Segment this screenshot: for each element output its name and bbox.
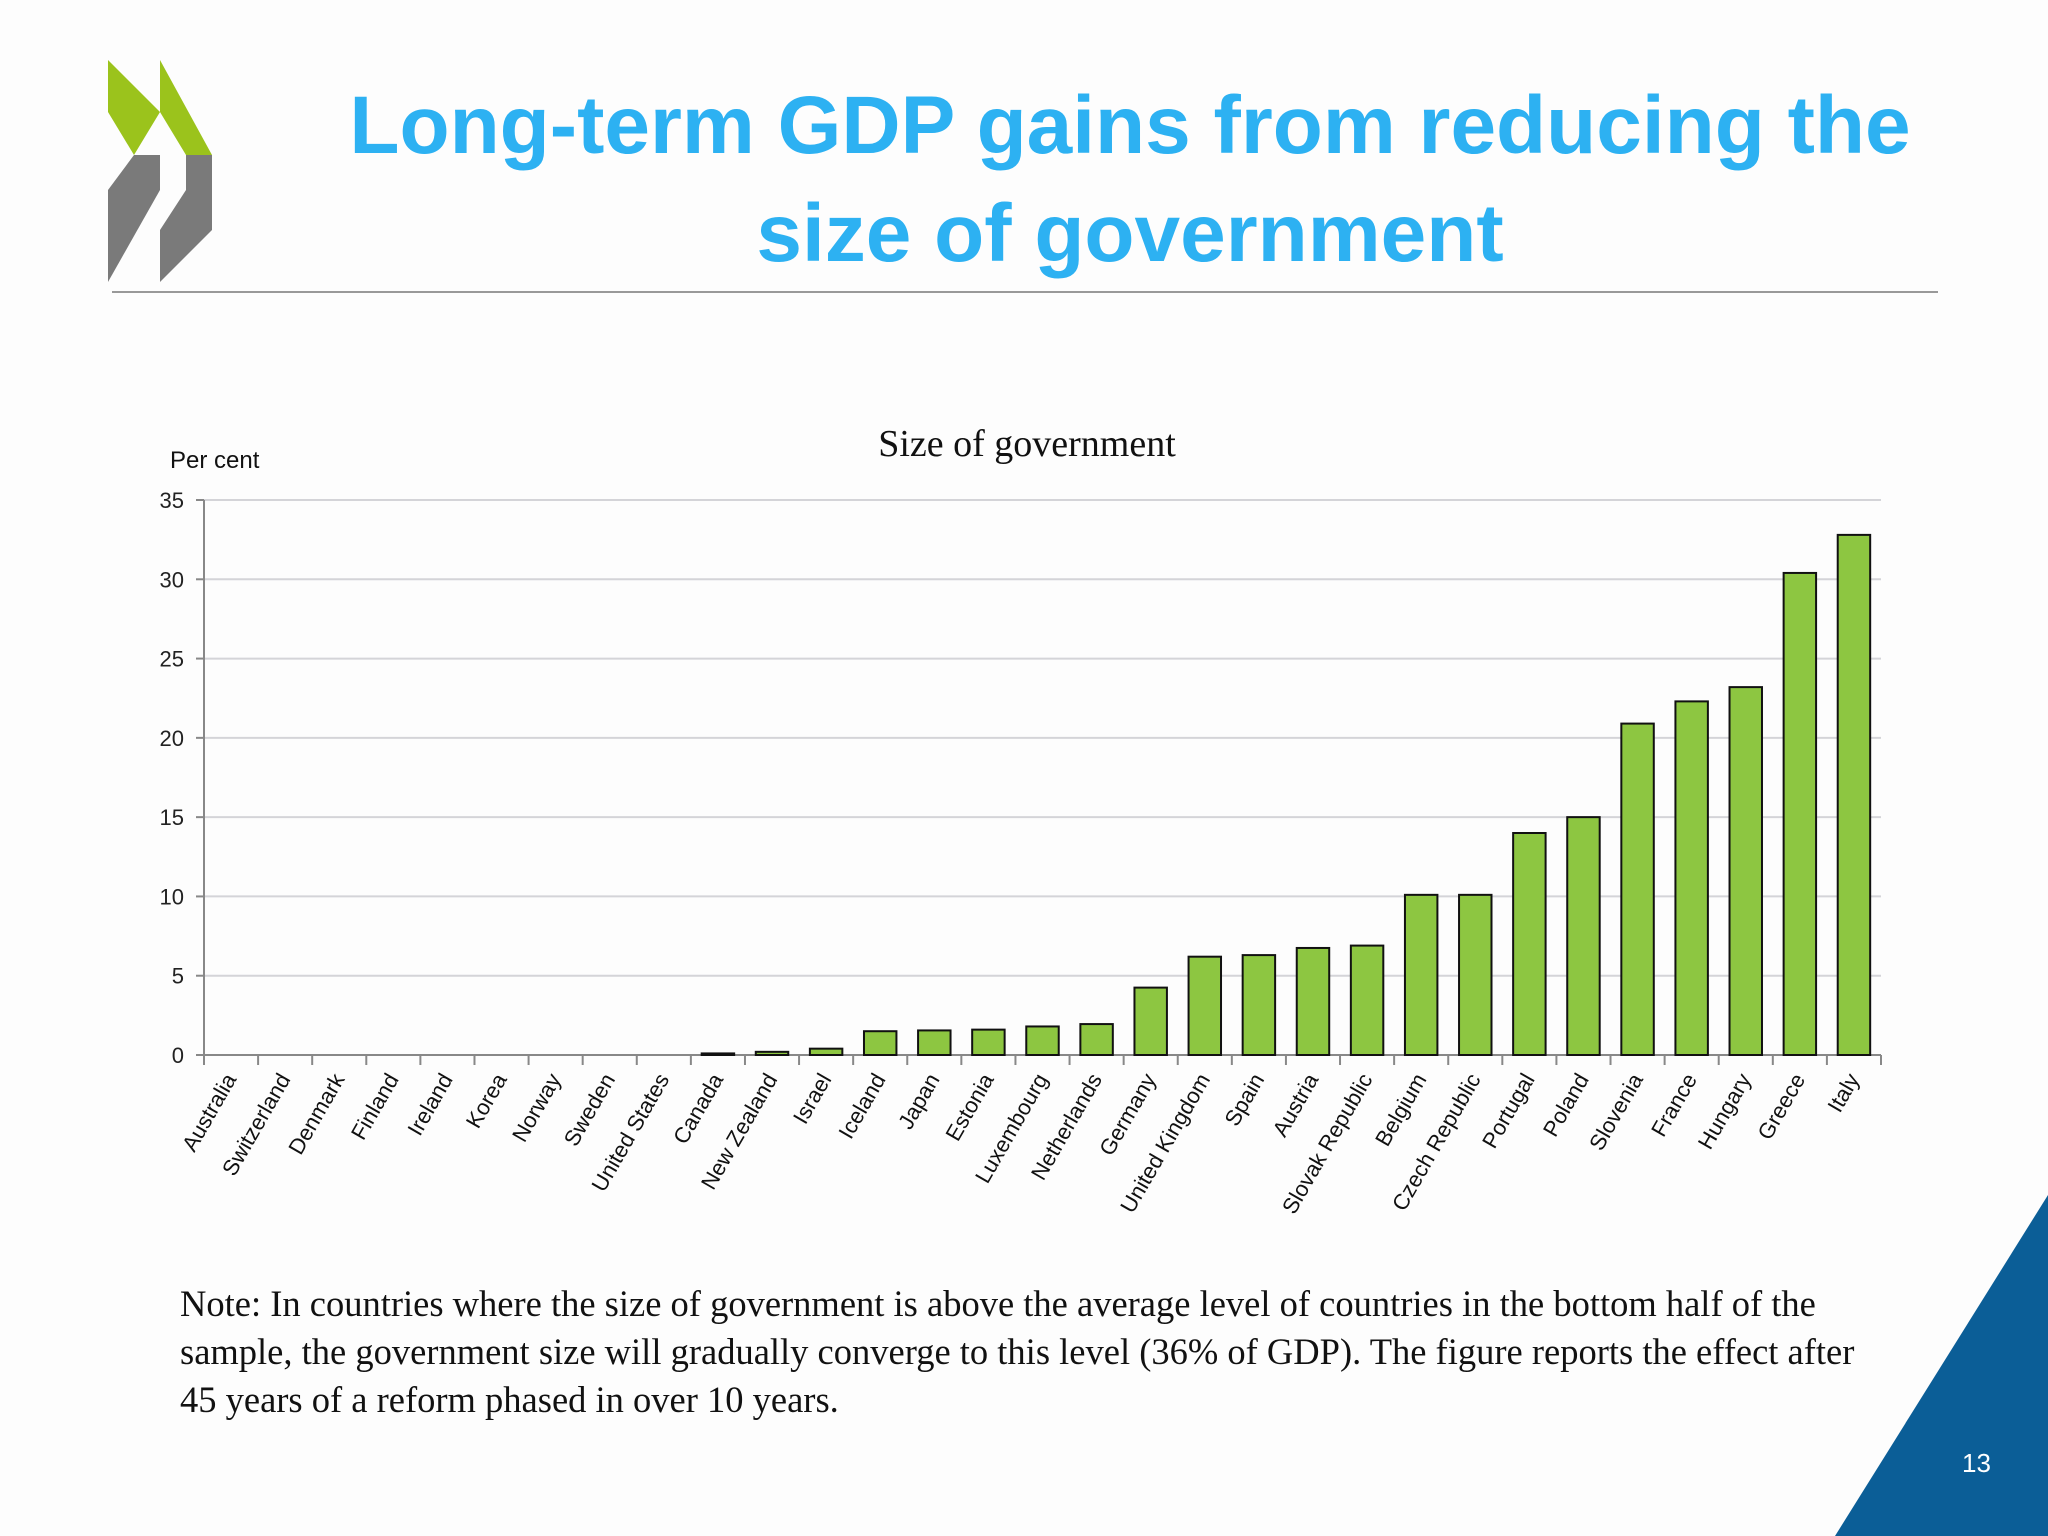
- y-tick-label: 0: [172, 1043, 184, 1068]
- bar-canada: [700, 1052, 736, 1057]
- chart-title: Size of government: [878, 423, 1176, 465]
- y-axis-label: Per cent: [170, 447, 260, 474]
- bar-italy: [1836, 533, 1872, 1056]
- bar-greece: [1782, 571, 1818, 1056]
- y-tick-label: 15: [160, 805, 184, 830]
- bar-czech-republic: [1458, 893, 1493, 1056]
- title-line-2: size of government: [756, 188, 1504, 279]
- bar-united-kingdom: [1187, 955, 1223, 1057]
- y-tick-label: 30: [160, 567, 184, 592]
- slide-title: Long-term GDP gains from reducing the si…: [240, 72, 2020, 288]
- bar-luxembourg: [1025, 1025, 1060, 1057]
- bar-chart: Size of government Per cent 0 5 10 15 20 25 30…: [160, 423, 1882, 1218]
- bar-slovenia: [1620, 722, 1655, 1056]
- bar-iceland: [862, 1030, 898, 1056]
- title-divider: [112, 291, 1938, 293]
- bar-japan: [917, 1029, 952, 1056]
- title-line-1: Long-term GDP gains from reducing the: [349, 80, 1911, 171]
- bar-france: [1674, 700, 1709, 1057]
- bar-estonia: [971, 1028, 1006, 1056]
- chart-note: Note: In countries where the size of gov…: [180, 1283, 1855, 1420]
- bar-new-zealand: [754, 1050, 790, 1057]
- page-number: 13: [1962, 1448, 1991, 1478]
- bar-spain: [1241, 954, 1277, 1056]
- y-tick-label: 20: [160, 726, 184, 751]
- bar-austria: [1295, 946, 1331, 1057]
- y-tick-label: 25: [160, 647, 184, 672]
- y-tick-label: 10: [160, 884, 184, 909]
- bar-portugal: [1512, 832, 1547, 1056]
- bar-israel: [808, 1047, 844, 1056]
- oecd-logo: [108, 60, 212, 282]
- y-tick-label: 5: [172, 964, 184, 989]
- bar-netherlands: [1079, 1023, 1114, 1057]
- bar-belgium: [1403, 893, 1439, 1056]
- bar-germany: [1133, 986, 1168, 1056]
- y-tick-label: 35: [160, 488, 184, 513]
- bar-hungary: [1728, 686, 1763, 1056]
- bar-poland: [1566, 816, 1601, 1057]
- bar-slovak-republic: [1349, 944, 1385, 1056]
